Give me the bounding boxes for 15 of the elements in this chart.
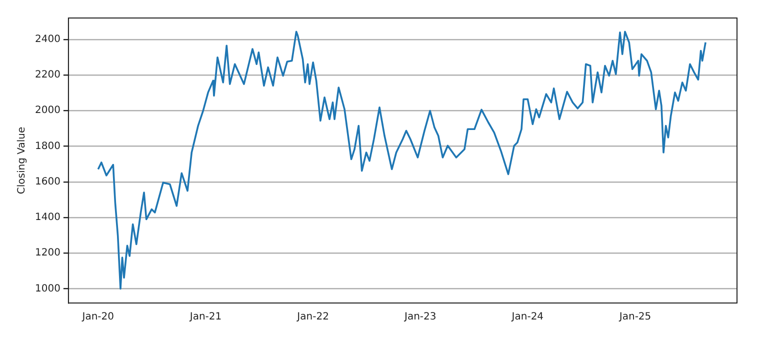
y-tick-label: 1200 (34, 248, 60, 259)
y-tick-label: 1600 (34, 176, 60, 188)
x-tick-label: Jan-25 (618, 312, 652, 323)
y-tick-label: 2000 (34, 105, 60, 116)
y-tick-label: 2200 (34, 70, 60, 81)
y-tick-label: 1800 (34, 140, 60, 152)
x-tick-label: Jan-24 (510, 312, 544, 323)
x-tick-label: Jan-22 (296, 312, 329, 323)
y-tick-label: 1000 (34, 283, 60, 294)
y-tick-label: 2400 (34, 34, 60, 45)
y-tick-label: 1400 (34, 212, 60, 224)
x-tick-label: Jan-21 (188, 312, 222, 323)
x-tick-label: Jan-23 (403, 312, 436, 323)
x-tick-label: Jan-20 (81, 312, 114, 323)
y-axis-title: Closing Value (16, 126, 28, 194)
